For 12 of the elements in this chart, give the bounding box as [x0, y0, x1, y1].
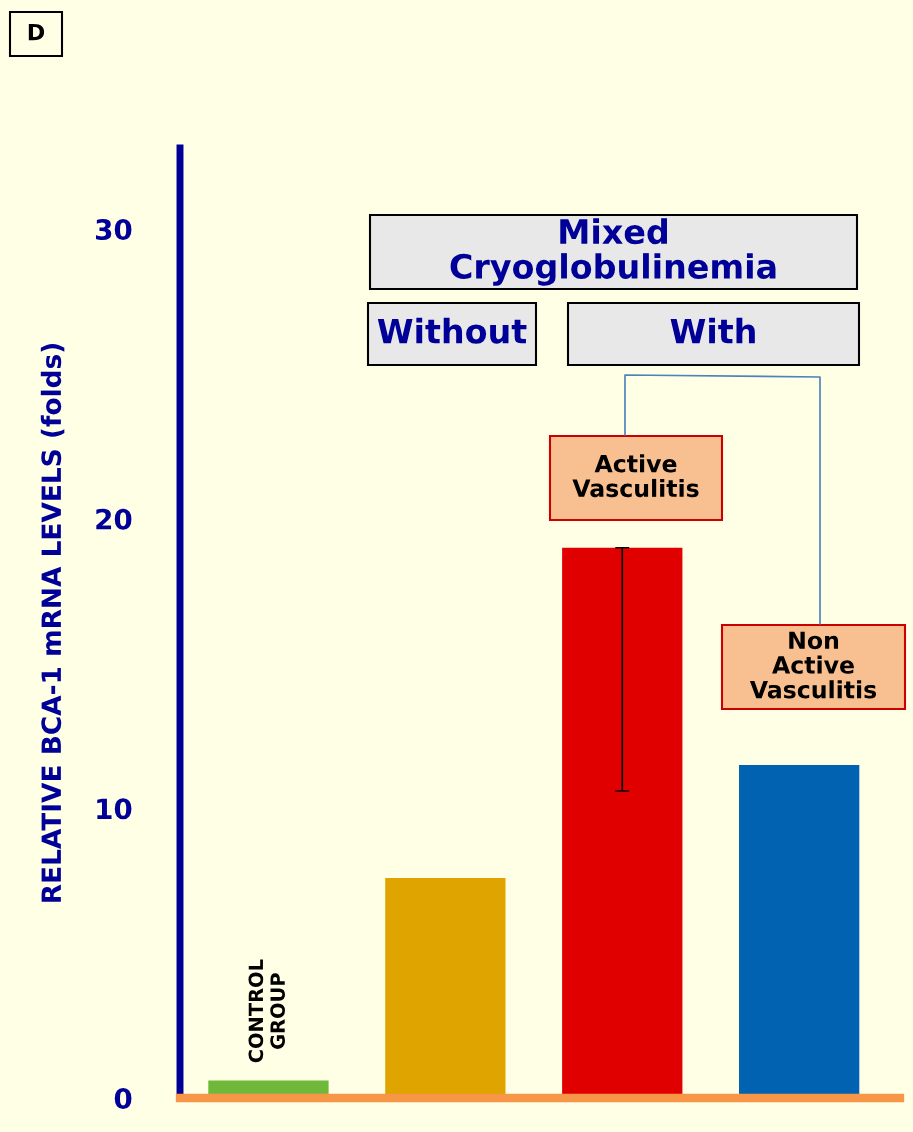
- annotation: Without: [377, 317, 527, 344]
- annotation: Active Vasculitis: [572, 454, 699, 498]
- y-tick-label: 20: [96, 508, 132, 530]
- x-tick-label: CONTROL GROUP: [248, 959, 285, 1063]
- y-tick-label: 0: [114, 1087, 132, 1109]
- y-tick-label: 10: [97, 798, 132, 820]
- annotation: Non Active Vasculitis: [749, 631, 877, 699]
- annotation: Mixed Cryoglobulinemia: [450, 218, 776, 286]
- text: D: [28, 23, 45, 41]
- annotation: With: [670, 317, 755, 344]
- y-axis-title: RELATIVE BCA-1 mRNA LEVELS (folds): [40, 343, 65, 902]
- y-tick-label: 30: [95, 219, 132, 241]
